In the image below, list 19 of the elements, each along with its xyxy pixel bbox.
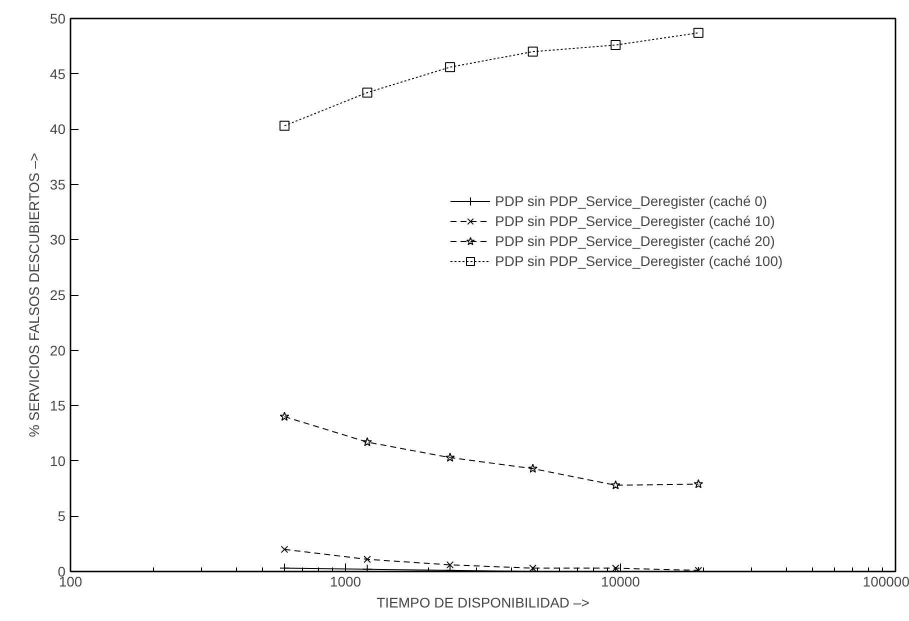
legend-label: PDP sin PDP_Service_Deregister (caché 100) [495, 253, 783, 269]
legend-label: PDP sin PDP_Service_Deregister (caché 0) [495, 193, 768, 209]
y-axis-title: % SERVICIOS FALSOS DESCUBIERTOS –> [26, 152, 42, 438]
y-tick-label: 10 [50, 452, 66, 469]
x-tick-label: 1000 [330, 574, 362, 590]
legend-label: PDP sin PDP_Service_Deregister (caché 20) [495, 233, 775, 249]
y-tick-label: 30 [50, 232, 66, 248]
legend-label: PDP sin PDP_Service_Deregister (caché 10) [495, 213, 775, 229]
y-tick-label: 20 [50, 342, 66, 358]
x-tick-label: 10000 [601, 574, 640, 590]
x-axis-title: TIEMPO DE DISPONIBILIDAD –> [376, 594, 590, 610]
x-tick-label: 100000 [862, 574, 909, 590]
y-tick-label: 40 [50, 121, 66, 138]
y-tick-label: 50 [50, 10, 66, 26]
y-tick-label: 45 [50, 66, 66, 82]
y-tick-label: 35 [50, 176, 66, 192]
y-tick-label: 5 [58, 508, 66, 524]
y-tick-label: 25 [50, 287, 66, 303]
y-tick-label: 15 [50, 398, 66, 414]
